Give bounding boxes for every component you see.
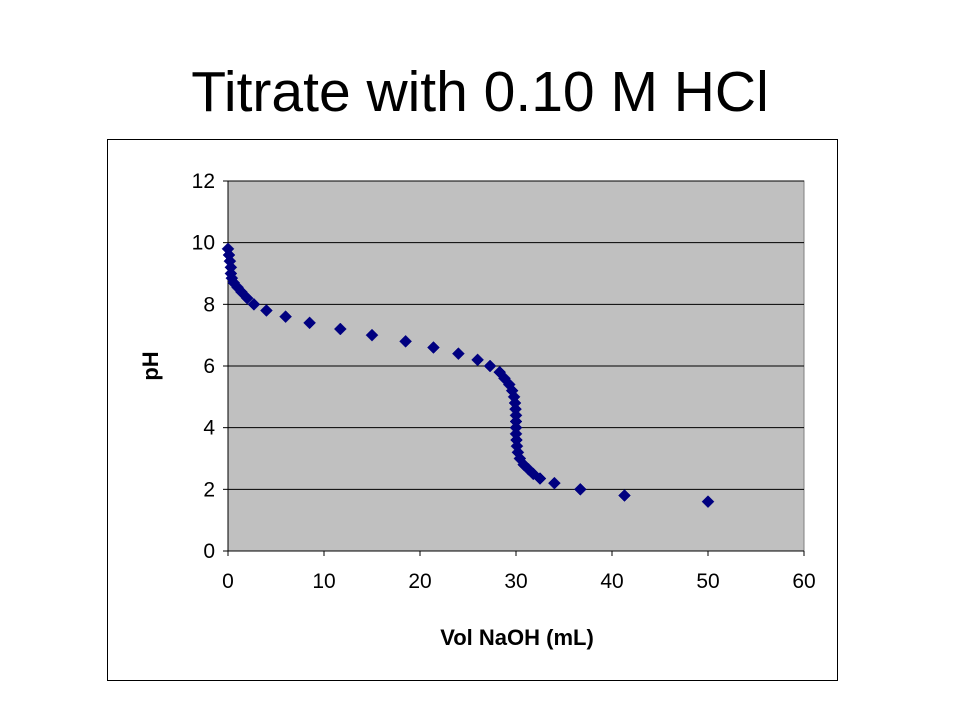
data-point [365,328,379,342]
x-tick-label: 30 [504,570,527,593]
chart-frame: 0 2 4 6 8 10 12 0 10 20 30 40 50 60 Vol NaOH (mL) pH [107,139,838,681]
data-point [333,322,347,336]
data-point [279,310,292,324]
data-point [427,341,440,354]
data-point [240,291,254,305]
data-point [471,353,484,367]
scatter-chart: 0 2 4 6 8 10 12 0 10 20 30 40 50 60 Vol NaOH (mL) pH [138,170,816,650]
slide-title: Titrate with 0.10 M HCl [191,60,769,124]
x-tick-label: 10 [312,570,335,593]
y-tick-label: 4 [203,417,215,440]
y-tick-label: 0 [203,540,215,563]
x-axis-title: Vol NaOH (mL) [440,625,594,650]
y-tick-label: 6 [203,355,215,378]
data-point [618,489,631,502]
data-points [221,242,715,509]
data-point [247,297,261,311]
x-tick-label: 40 [600,570,623,593]
x-tick-label: 0 [222,570,234,593]
y-axis-title: pH [138,351,163,380]
x-tick-label: 50 [696,570,719,593]
data-point [399,334,412,348]
x-tick-label: 20 [408,570,431,593]
y-tick-label: 8 [203,293,215,316]
data-point [452,347,465,361]
y-tick-label: 2 [203,478,215,501]
data-point [573,482,587,496]
data-point [548,476,561,490]
data-point [533,472,547,485]
y-tick-label: 10 [192,232,215,255]
tick-labels: 0 2 4 6 8 10 12 0 10 20 30 40 50 60 [192,170,816,593]
gridlines [228,180,804,490]
data-point [303,316,316,330]
y-tick-label: 12 [192,170,215,193]
data-point [260,304,273,317]
data-point [483,359,497,373]
data-point [701,495,715,509]
x-tick-label: 60 [792,570,815,593]
